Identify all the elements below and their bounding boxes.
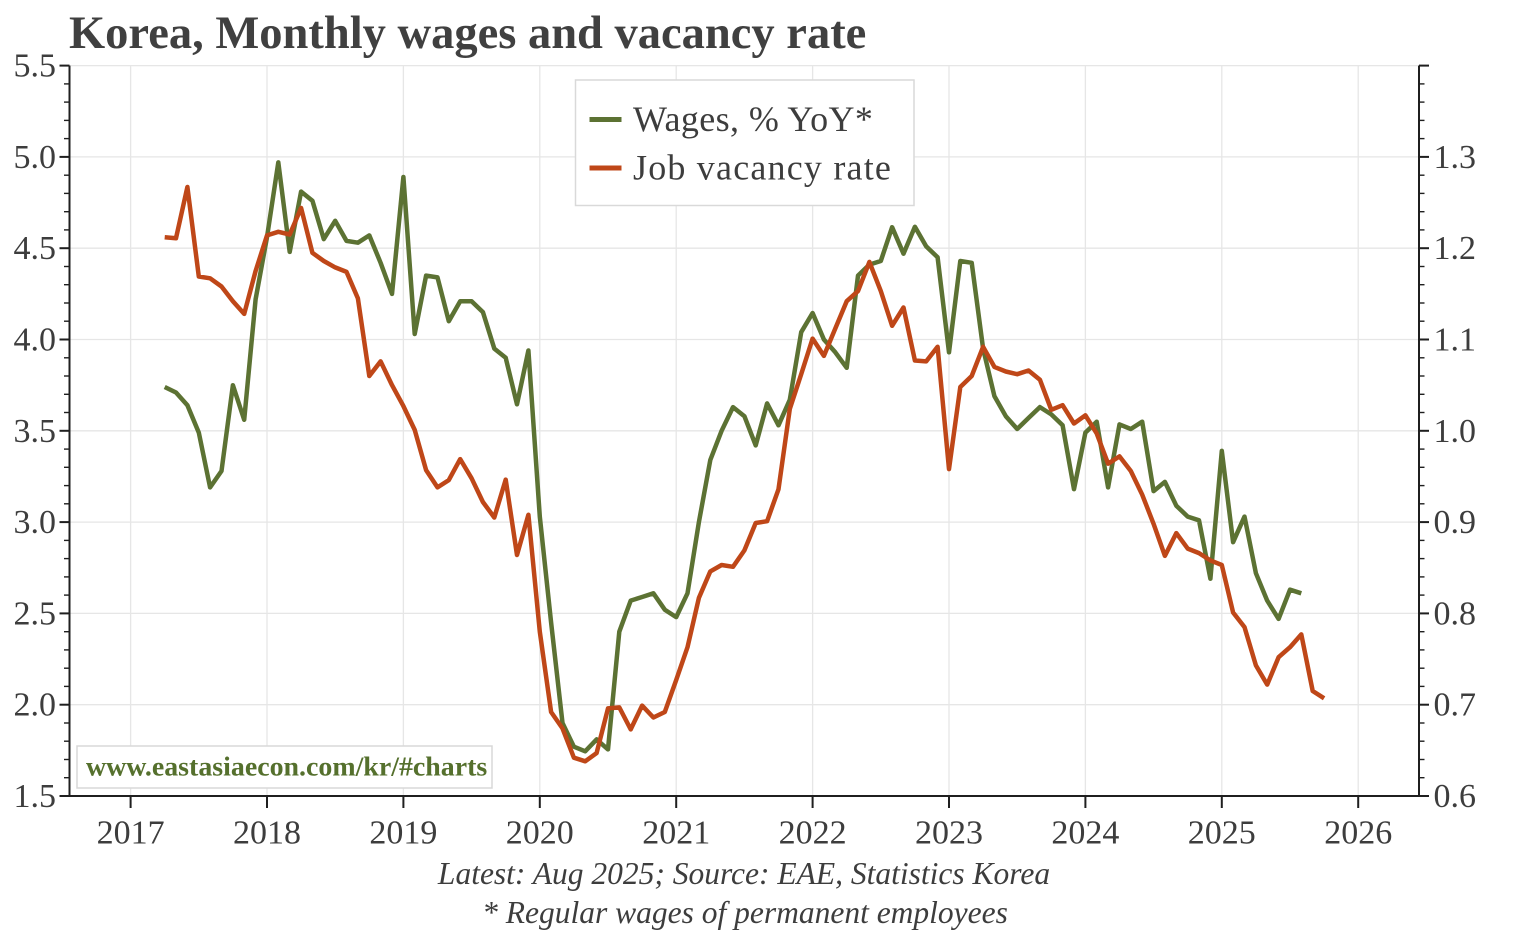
svg-text:0.8: 0.8	[1434, 595, 1477, 632]
svg-text:2025: 2025	[1188, 815, 1256, 852]
svg-text:0.7: 0.7	[1434, 687, 1477, 724]
svg-text:4.0: 4.0	[14, 322, 57, 359]
svg-text:* Regular wages of permanent e: * Regular wages of permanent employees	[482, 895, 1008, 930]
svg-text:2019: 2019	[369, 815, 437, 852]
svg-text:2018: 2018	[233, 815, 301, 852]
svg-text:www.eastasiaecon.com/kr/#chart: www.eastasiaecon.com/kr/#charts	[86, 752, 487, 783]
svg-text:1.5: 1.5	[14, 778, 57, 815]
svg-text:2021: 2021	[642, 815, 710, 852]
svg-text:2023: 2023	[915, 815, 983, 852]
svg-text:5.0: 5.0	[14, 139, 57, 176]
svg-text:2020: 2020	[506, 815, 574, 852]
svg-text:3.5: 3.5	[14, 413, 57, 450]
svg-text:1.1: 1.1	[1434, 322, 1477, 359]
svg-text:1.3: 1.3	[1434, 139, 1477, 176]
svg-text:Job vacancy rate: Job vacancy rate	[633, 148, 892, 188]
svg-text:2.0: 2.0	[14, 687, 57, 724]
svg-text:2024: 2024	[1051, 815, 1119, 852]
svg-text:Wages, % YoY*: Wages, % YoY*	[633, 99, 873, 139]
svg-text:1.2: 1.2	[1434, 230, 1477, 267]
svg-text:0.9: 0.9	[1434, 504, 1477, 541]
svg-text:2.5: 2.5	[14, 595, 57, 632]
svg-text:0.6: 0.6	[1434, 778, 1477, 815]
svg-text:4.5: 4.5	[14, 230, 57, 267]
svg-text:3.0: 3.0	[14, 504, 57, 541]
svg-text:2026: 2026	[1324, 815, 1392, 852]
svg-text:2022: 2022	[779, 815, 847, 852]
svg-text:Latest: Aug 2025; Source: EAE,: Latest: Aug 2025; Source: EAE, Statistic…	[437, 856, 1050, 891]
svg-text:Korea, Monthly wages and vacan: Korea, Monthly wages and vacancy rate	[69, 8, 866, 59]
svg-text:1.0: 1.0	[1434, 413, 1477, 450]
svg-text:2017: 2017	[97, 815, 165, 852]
svg-text:5.5: 5.5	[14, 48, 57, 85]
